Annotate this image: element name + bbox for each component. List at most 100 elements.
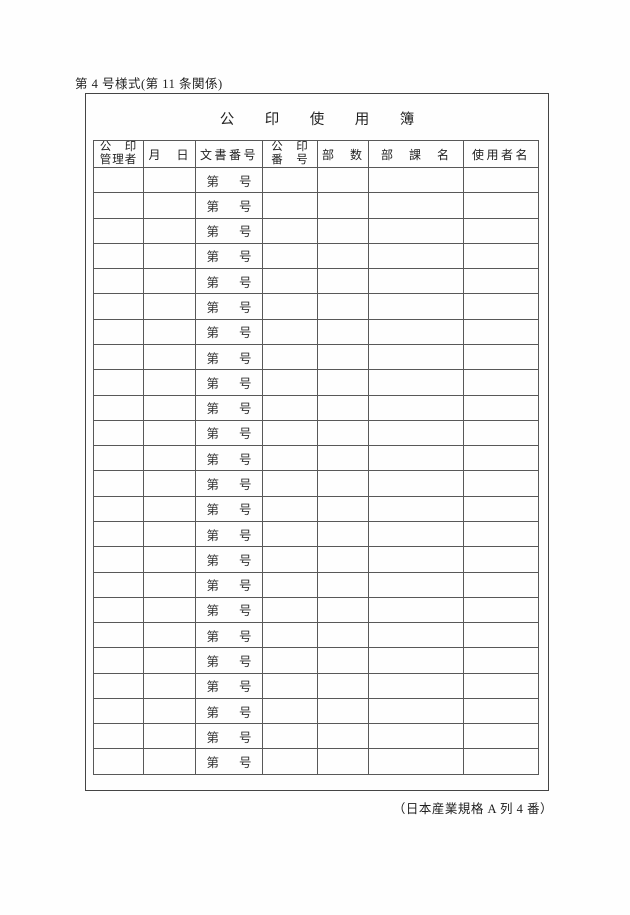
cell-seal-number (262, 318, 318, 345)
cell-user-name (463, 495, 539, 522)
cell-document-number: 第号 (195, 445, 263, 472)
col-header-user-name: 使用者名 (463, 140, 539, 168)
document-number-blank: 第号 (197, 474, 262, 493)
cell-user-name (463, 318, 539, 345)
cell-month-day (143, 748, 196, 775)
table-row: 第号 (93, 622, 539, 649)
table-row: 第号 (93, 723, 539, 750)
document-number-blank: 第号 (197, 246, 262, 265)
document-number-blank: 第号 (197, 676, 262, 695)
document-number-blank: 第号 (197, 373, 262, 392)
cell-month-day (143, 672, 196, 699)
cell-seal-number (262, 647, 318, 674)
document-number-blank: 第号 (197, 196, 262, 215)
cell-copies (317, 369, 369, 396)
document-number-blank: 第号 (197, 752, 262, 771)
cell-copies (317, 571, 369, 598)
paper-size-note: （日本産業規格 A 列 4 番） (392, 802, 553, 816)
cell-copies (317, 495, 369, 522)
table-row: 第号 (93, 672, 539, 699)
cell-month-day (143, 596, 196, 624)
cell-seal-number (262, 419, 318, 447)
cell-document-number: 第号 (195, 343, 263, 371)
cell-user-name (463, 723, 539, 750)
cell-user-name (463, 647, 539, 674)
cell-seal-number (262, 268, 318, 295)
cell-seal-manager (93, 242, 144, 270)
table-row: 第号 (93, 268, 539, 295)
doc-number-prefix: 第 (206, 225, 219, 240)
doc-number-prefix: 第 (206, 351, 219, 366)
cell-user-name (463, 394, 539, 421)
cell-month-day (143, 242, 196, 270)
col-header-seal-manager-line1: 公 印 (99, 141, 138, 154)
doc-number-suffix: 号 (239, 680, 252, 695)
cell-month-day (143, 217, 196, 244)
cell-month-day (143, 470, 196, 497)
doc-number-suffix: 号 (239, 376, 252, 391)
doc-number-prefix: 第 (206, 452, 219, 467)
cell-user-name (463, 546, 539, 573)
cell-seal-number (262, 596, 318, 624)
document-number-blank: 第号 (197, 171, 262, 190)
cell-department (368, 571, 464, 598)
table-row: 第号 (93, 192, 539, 219)
cell-month-day (143, 318, 196, 345)
cell-copies (317, 192, 369, 219)
cell-seal-number (262, 672, 318, 699)
cell-department (368, 596, 464, 624)
cell-seal-manager (93, 571, 144, 598)
doc-number-prefix: 第 (206, 730, 219, 745)
cell-seal-manager (93, 470, 144, 497)
cell-copies (317, 394, 369, 421)
cell-month-day (143, 723, 196, 750)
doc-number-suffix: 号 (239, 604, 252, 619)
cell-month-day (143, 343, 196, 371)
col-header-seal-manager: 公 印管理者 (93, 140, 144, 168)
cell-department (368, 647, 464, 674)
cell-seal-manager (93, 697, 144, 725)
table-row: 第号 (93, 343, 539, 371)
cell-copies (317, 318, 369, 345)
cell-seal-number (262, 622, 318, 649)
cell-department (368, 293, 464, 320)
cell-copies (317, 723, 369, 750)
doc-number-prefix: 第 (206, 654, 219, 669)
cell-department (368, 394, 464, 421)
cell-copies (317, 419, 369, 447)
doc-number-suffix: 号 (239, 250, 252, 265)
cell-seal-number (262, 697, 318, 725)
cell-document-number: 第号 (195, 647, 263, 674)
cell-seal-manager (93, 192, 144, 219)
col-header-copies: 部 数 (317, 140, 369, 168)
cell-seal-number (262, 723, 318, 750)
cell-department (368, 268, 464, 295)
cell-copies (317, 647, 369, 674)
document-number-blank: 第号 (197, 525, 262, 544)
doc-number-suffix: 号 (239, 452, 252, 467)
table-row: 第号 (93, 647, 539, 674)
document-number-blank: 第号 (197, 297, 262, 316)
cell-seal-manager (93, 647, 144, 674)
doc-number-prefix: 第 (206, 199, 219, 214)
cell-user-name (463, 672, 539, 699)
cell-month-day (143, 647, 196, 674)
cell-seal-manager (93, 445, 144, 472)
cell-seal-number (262, 520, 318, 548)
document-number-blank: 第号 (197, 626, 262, 645)
cell-user-name (463, 419, 539, 447)
document-number-blank: 第号 (197, 550, 262, 569)
doc-number-suffix: 号 (239, 553, 252, 568)
cell-department (368, 672, 464, 699)
doc-number-prefix: 第 (206, 604, 219, 619)
cell-seal-manager (93, 166, 144, 194)
document-number-blank: 第号 (197, 322, 262, 341)
cell-user-name (463, 596, 539, 624)
cell-user-name (463, 622, 539, 649)
cell-seal-number (262, 242, 318, 270)
cell-month-day (143, 192, 196, 219)
cell-copies (317, 470, 369, 497)
document-number-blank: 第号 (197, 423, 262, 442)
table-row: 第号 (93, 166, 539, 194)
doc-number-prefix: 第 (206, 680, 219, 695)
